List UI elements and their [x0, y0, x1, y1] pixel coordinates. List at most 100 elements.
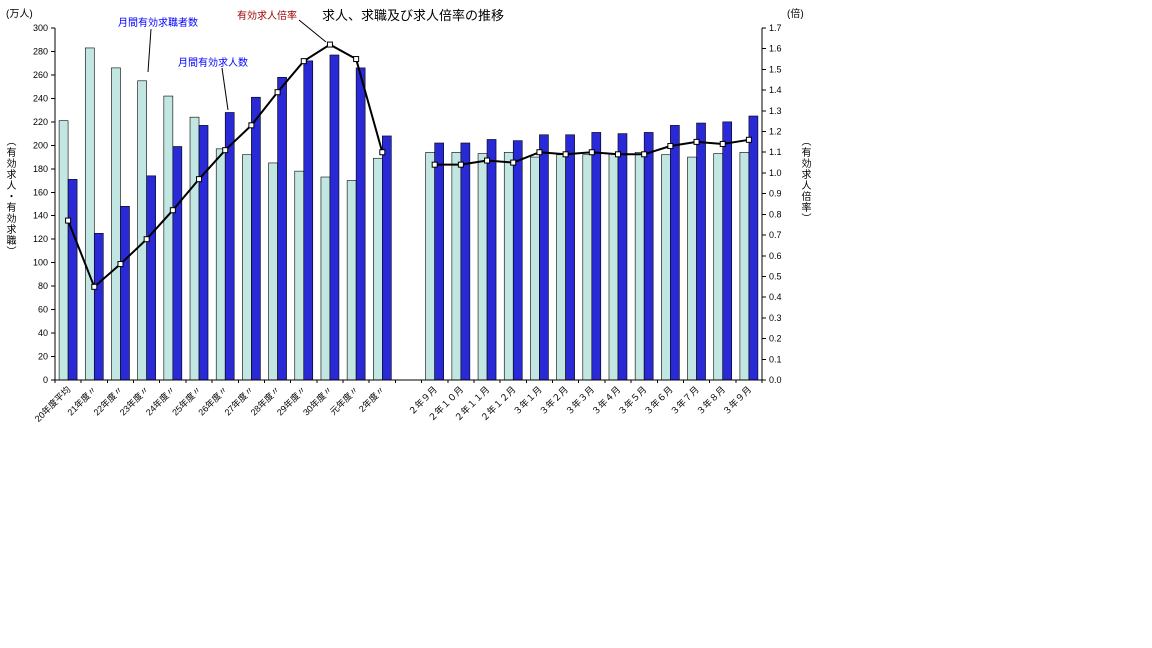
ratio-marker	[536, 149, 543, 156]
bar-offers	[643, 132, 654, 381]
ratio-marker	[300, 58, 307, 65]
left-axis-tick-label: 220	[33, 117, 48, 127]
right-axis-tick-label: 1.6	[769, 44, 782, 54]
right-axis-tick-label: 0.5	[769, 271, 782, 281]
bar-seekers	[84, 47, 95, 381]
chart-title: 求人、求職及び求人倍率の推移	[322, 8, 505, 23]
category-label: ３年９月	[720, 384, 753, 417]
bar-seekers	[687, 156, 697, 381]
bar-offers	[329, 54, 340, 381]
left-axis-unit: (万人)	[6, 9, 33, 20]
bar-offers	[591, 132, 602, 381]
bar-offers	[748, 115, 759, 381]
right-axis-tick-label: 0.2	[769, 334, 782, 344]
ratio-marker	[196, 176, 203, 183]
bar-offers	[172, 146, 183, 381]
right-axis-tick-label: 1.7	[769, 23, 782, 33]
right-axis-tick-label: 0.6	[769, 251, 782, 261]
bar-offers	[486, 139, 497, 381]
right-axis-tick-label: 0.1	[769, 354, 782, 364]
ratio-marker	[143, 236, 150, 243]
seekers-leader-line	[147, 28, 152, 73]
bar-seekers	[137, 80, 147, 381]
bar-offers	[512, 140, 523, 381]
bar-seekers	[739, 152, 750, 381]
left-axis-tick-label: 120	[33, 234, 48, 244]
ratio-marker	[693, 138, 700, 145]
bar-offers	[696, 122, 706, 381]
bar-seekers	[713, 153, 724, 381]
bar-offers	[382, 135, 392, 381]
ratio-series-label: 有効求人倍率	[237, 11, 297, 22]
left-axis-tick-label: 100	[33, 258, 48, 268]
bar-offers	[539, 134, 549, 381]
left-axis-tick-label: 160	[33, 187, 48, 197]
bar-seekers	[373, 157, 383, 381]
bar-seekers	[661, 154, 671, 381]
bar-offers	[670, 125, 680, 381]
bar-seekers	[163, 95, 174, 381]
ratio-marker	[274, 89, 281, 96]
ratio-marker	[326, 41, 333, 48]
ratio-leader-line	[298, 19, 327, 43]
left-axis-tick-label: 80	[38, 281, 48, 291]
right-axis-tick-label: 1.3	[769, 106, 782, 116]
ratio-marker	[91, 283, 98, 290]
ratio-marker	[641, 151, 648, 158]
right-axis-tick-label: 0.8	[769, 209, 782, 219]
bar-seekers	[556, 154, 566, 381]
ratio-marker	[484, 157, 491, 164]
bar-seekers	[346, 180, 357, 381]
left-axis-tick-label: 260	[33, 70, 48, 80]
bar-offers	[460, 142, 471, 381]
right-axis-tick-label: 0.4	[769, 292, 782, 302]
bar-offers	[120, 206, 130, 381]
ratio-marker	[431, 161, 438, 168]
bar-seekers	[58, 120, 69, 381]
bar-offers	[303, 60, 314, 381]
ratio-marker	[222, 147, 229, 154]
left-axis-tick-label: 140	[33, 211, 48, 221]
bar-offers	[93, 233, 104, 381]
bar-offers	[251, 96, 261, 381]
ratio-marker	[614, 151, 621, 158]
bar-seekers	[425, 152, 435, 381]
bar-seekers	[582, 154, 593, 381]
ratio-marker	[588, 149, 595, 156]
ratio-marker	[379, 149, 386, 156]
left-axis-tick-label: 180	[33, 164, 48, 174]
bar-seekers	[608, 153, 619, 381]
right-axis-tick-label: 1.2	[769, 127, 782, 137]
left-axis-tick-label: 20	[38, 352, 48, 362]
offers-leader-line	[221, 67, 229, 111]
right-axis-tick-label: 1.0	[769, 168, 782, 178]
right-axis-tick-label: 0.3	[769, 313, 782, 323]
bar-offers	[617, 133, 628, 381]
bar-seekers	[242, 154, 252, 381]
right-axis-tick-label: 1.4	[769, 85, 782, 95]
left-axis-tick-label: 280	[33, 46, 48, 56]
offers-series-label: 月間有効求人数	[178, 58, 248, 69]
bar-offers	[146, 175, 156, 381]
bar-offers	[198, 125, 209, 381]
bar-seekers	[451, 152, 462, 381]
bar-seekers	[530, 156, 540, 381]
category-label: 30年度〃	[300, 384, 334, 418]
right-axis-tick-label: 0.0	[769, 375, 782, 385]
bar-seekers	[111, 67, 121, 381]
category-label: 20年度平均	[32, 384, 72, 424]
right-axis-tick-label: 1.1	[769, 147, 782, 157]
ratio-marker	[457, 161, 464, 168]
right-axis-tick-label: 0.9	[769, 189, 782, 199]
left-axis-title: （有効求人・有効求職）	[4, 136, 15, 257]
ratio-marker	[169, 207, 176, 214]
right-axis-tick-label: 0.7	[769, 230, 782, 240]
bar-offers	[355, 67, 366, 381]
bar-offers	[67, 179, 78, 381]
ratio-marker	[562, 151, 569, 158]
bar-offers	[565, 134, 575, 381]
right-axis-unit: (倍)	[787, 9, 804, 20]
bar-seekers	[189, 116, 200, 381]
ratio-marker	[510, 159, 517, 166]
bar-offers	[434, 142, 444, 381]
